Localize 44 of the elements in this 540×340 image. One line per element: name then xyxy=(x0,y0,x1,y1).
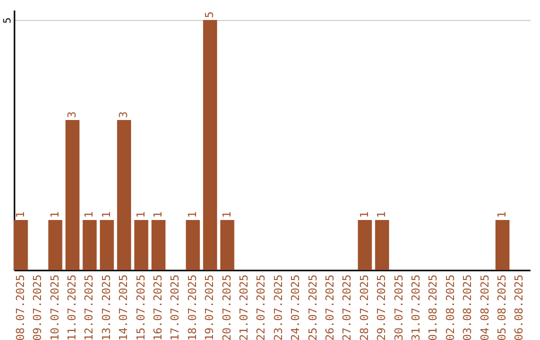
x-tick-label: 17.07.2025 xyxy=(168,274,182,340)
x-tick-label: 22.07.2025 xyxy=(254,274,268,340)
x-tick-label: 05.08.2025 xyxy=(495,274,508,340)
x-tick-label: 18.07.2025 xyxy=(186,274,199,340)
x-tick-label: 30.07.2025 xyxy=(392,274,406,340)
x-tick-label: 01.08.2025 xyxy=(426,274,440,340)
x-tick-label: 10.07.2025 xyxy=(48,274,62,340)
x-tick-label: 24.07.2025 xyxy=(289,274,302,340)
data-label: 1 xyxy=(134,211,148,218)
data-label: 1 xyxy=(220,211,234,218)
data-label: 1 xyxy=(14,211,27,218)
x-tick-label: 04.08.2025 xyxy=(478,274,492,340)
x-tick-label: 20.07.2025 xyxy=(220,274,234,340)
x-tick-label: 09.07.2025 xyxy=(31,274,44,340)
data-label: 5 xyxy=(203,11,216,18)
data-label: 1 xyxy=(375,211,388,218)
x-tick-label: 29.07.2025 xyxy=(375,274,388,340)
x-tick-label: 14.07.2025 xyxy=(117,274,130,340)
data-label: 3 xyxy=(117,111,130,118)
x-tick-label: 13.07.2025 xyxy=(100,274,113,340)
data-label: 1 xyxy=(495,211,508,218)
x-tick-label: 15.07.2025 xyxy=(134,274,148,340)
x-tick-label: 31.07.2025 xyxy=(409,274,422,340)
x-tick-label: 02.08.2025 xyxy=(444,274,457,340)
data-label: 1 xyxy=(82,211,96,218)
x-tick-label: 21.07.2025 xyxy=(237,274,250,340)
x-tick-label: 19.07.2025 xyxy=(203,274,216,340)
x-tick-label: 26.07.2025 xyxy=(323,274,336,340)
x-tick-label: 11.07.2025 xyxy=(65,274,78,340)
x-tick-label: 23.07.2025 xyxy=(272,274,285,340)
data-label: 3 xyxy=(65,111,78,118)
data-label: 1 xyxy=(151,211,164,218)
x-tick-label: 06.08.2025 xyxy=(512,274,526,340)
x-tick-label: 27.07.2025 xyxy=(340,274,354,340)
data-label: 1 xyxy=(186,211,199,218)
data-label: 1 xyxy=(48,211,62,218)
x-tick-label: 16.07.2025 xyxy=(151,274,164,340)
x-tick-label: 12.07.2025 xyxy=(82,274,96,340)
data-label: 1 xyxy=(100,211,113,218)
x-tick-label: 08.07.2025 xyxy=(14,274,27,340)
data-label: 1 xyxy=(358,211,371,218)
x-tick-label: 25.07.2025 xyxy=(306,274,320,340)
x-tick-label: 03.08.2025 xyxy=(461,274,474,340)
x-tick-label: 28.07.2025 xyxy=(358,274,371,340)
